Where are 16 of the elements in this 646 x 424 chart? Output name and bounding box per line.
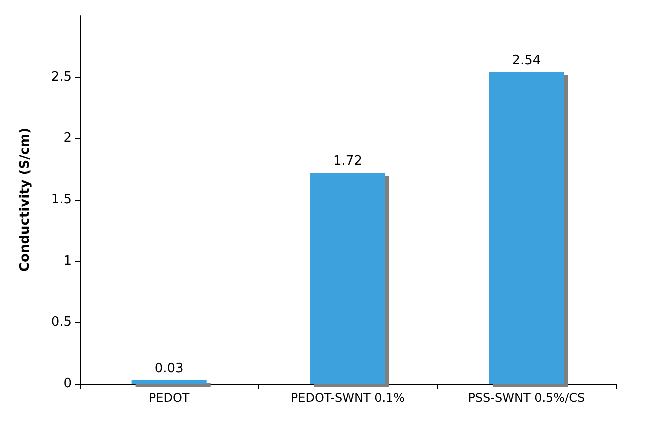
x-tick-label: PEDOT-SWNT 0.1%	[290, 391, 406, 405]
y-tick-label: 1.5	[51, 192, 72, 208]
y-axis-title: Conductivity (S/cm)	[18, 128, 33, 272]
bar	[310, 173, 386, 384]
data-label: 0.03	[154, 361, 184, 376]
y-tick-label: 0.5	[51, 315, 72, 330]
x-tick-label: PEDOT	[148, 391, 190, 405]
y-tick-label: 2.5	[51, 70, 72, 85]
bar	[132, 380, 207, 384]
y-tick-label: 0	[64, 376, 72, 392]
data-label: 2.54	[512, 53, 542, 68]
y-tick-label: 1	[64, 254, 72, 269]
data-label: 1.72	[334, 154, 362, 170]
bar	[489, 72, 564, 384]
x-tick-label: PSS-SWNT 0.5%/CS	[468, 391, 586, 405]
y-tick-label: 2	[64, 131, 72, 146]
